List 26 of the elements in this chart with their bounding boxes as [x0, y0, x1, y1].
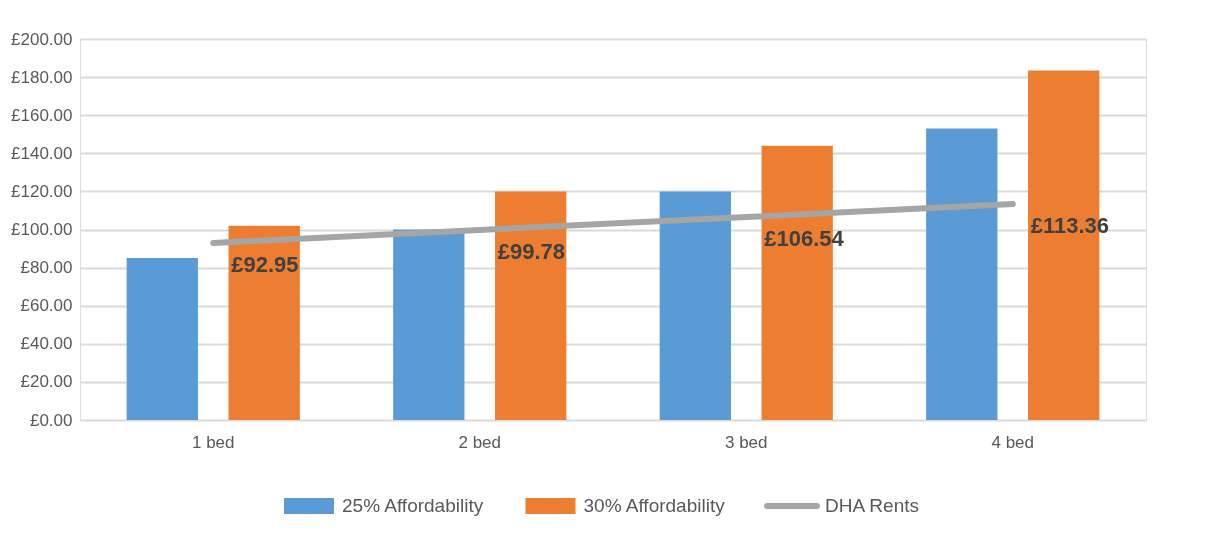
- legend-label: DHA Rents: [825, 495, 919, 516]
- bar: [126, 258, 198, 420]
- y-tick-label: £80.00: [20, 258, 73, 278]
- legend-label: 30% Affordability: [583, 495, 726, 516]
- bar: [393, 229, 465, 420]
- y-tick-label: £40.00: [20, 334, 73, 354]
- x-tick-label: 3 bed: [724, 432, 768, 452]
- x-tick-label: 4 bed: [991, 432, 1035, 452]
- x-tick-label: 1 bed: [191, 432, 235, 452]
- data-label: £92.95: [231, 251, 299, 277]
- x-tick-label: 2 bed: [458, 432, 502, 452]
- data-label: £99.78: [497, 238, 566, 264]
- y-tick-label: £120.00: [11, 181, 73, 201]
- y-tick-label: £180.00: [11, 67, 73, 87]
- bar: [659, 191, 731, 420]
- y-tick-label: £140.00: [11, 143, 73, 163]
- y-tick-label: £20.00: [20, 372, 73, 392]
- bar: [495, 191, 567, 420]
- y-tick-label: £60.00: [20, 296, 73, 316]
- bar: [926, 128, 998, 420]
- legend-label: 25% Affordability: [342, 495, 484, 516]
- y-tick-label: £100.00: [11, 220, 73, 239]
- y-tick-label: £160.00: [11, 105, 73, 125]
- y-tick-label: £0.00: [29, 410, 73, 430]
- bar: [228, 225, 300, 420]
- y-tick-label: £200.00: [11, 29, 73, 49]
